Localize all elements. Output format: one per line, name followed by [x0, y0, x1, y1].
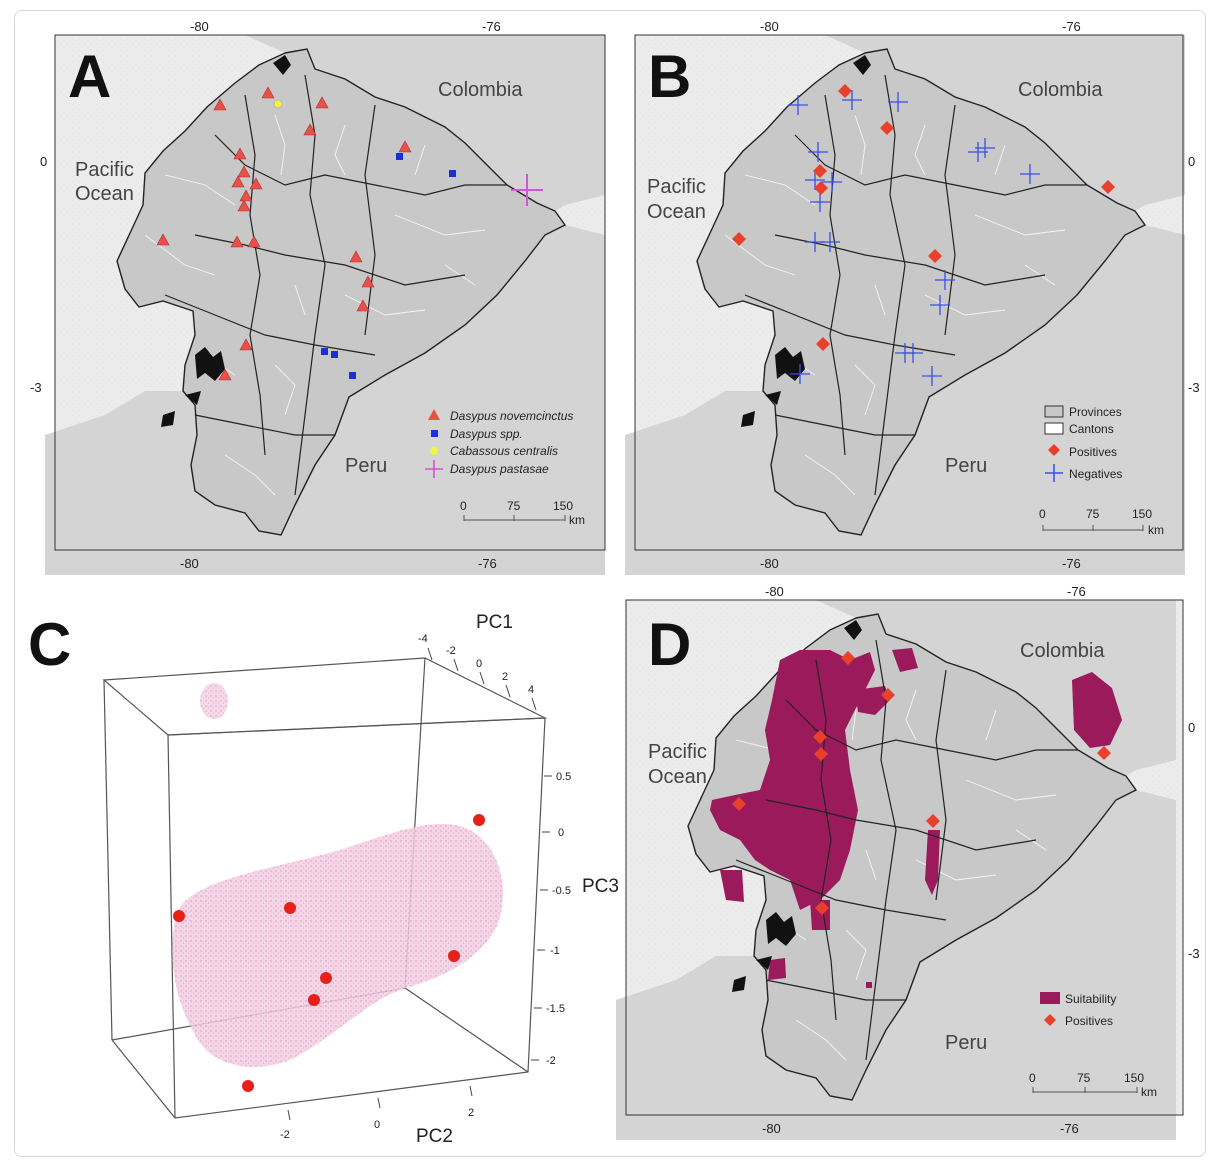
- svg-text:75: 75: [1077, 1071, 1091, 1085]
- svg-text:km: km: [1141, 1085, 1157, 1099]
- panel-c-red-points: [173, 814, 485, 1092]
- panel-a-cabassous-point: [273, 99, 283, 109]
- panel-b-legend-1: Provinces: [1069, 405, 1122, 419]
- panel-c-small-cloud: [200, 683, 228, 719]
- panel-a-peru: Peru: [345, 455, 387, 477]
- panel-a-legend: Dasypus novemcinctus Dasypus spp. Cabass…: [425, 409, 573, 478]
- panel-d-tick-right-1: 0: [1188, 720, 1195, 735]
- panel-a-legend-1: Dasypus novemcinctus: [450, 409, 573, 423]
- svg-text:2: 2: [502, 671, 508, 683]
- panel-b-pacific: Pacific: [647, 176, 706, 198]
- panel-a-tick-top-2: -76: [482, 19, 501, 34]
- svg-text:4: 4: [528, 684, 534, 696]
- svg-text:-1.5: -1.5: [546, 1003, 565, 1015]
- svg-text:0.5: 0.5: [556, 771, 571, 783]
- panel-d-legend: Suitability Positives: [1040, 992, 1116, 1028]
- panel-d-positives: [732, 651, 1111, 915]
- panel-d-pacific: Pacific: [648, 741, 707, 763]
- panel-d-colombia: Colombia: [1020, 640, 1105, 662]
- svg-text:0: 0: [1039, 507, 1046, 521]
- panel-b-peru: Peru: [945, 455, 987, 477]
- svg-text:km: km: [1148, 523, 1164, 537]
- panel-a-legend-4: Dasypus pastasae: [450, 462, 549, 476]
- panel-d-scalebar: 0 75 150 km: [1029, 1071, 1157, 1099]
- panel-a-ocean: Ocean: [75, 183, 134, 205]
- panel-a-tick-left-2: -3: [30, 380, 42, 395]
- svg-text:2: 2: [468, 1107, 474, 1119]
- panel-d-tick-right-2: -3: [1188, 946, 1200, 961]
- panel-b-tick-top-1: -80: [760, 19, 779, 34]
- panel-d-ocean: Ocean: [648, 766, 707, 788]
- panel-a-legend-2: Dasypus spp.: [450, 427, 523, 441]
- panel-b-tick-bottom-2: -76: [1062, 556, 1081, 571]
- panel-d-legend-1: Suitability: [1065, 992, 1116, 1006]
- panel-c-pc1-label: PC1: [476, 612, 513, 633]
- panel-b-tick-right-2: -3: [1188, 380, 1200, 395]
- panel-c: C PC1 -4 -2 0 2 4 PC3: [28, 611, 619, 1147]
- panel-a-dasypus-spp-points: [321, 153, 456, 379]
- panel-b-tick-bottom-1: -80: [760, 556, 779, 571]
- svg-text:-0.5: -0.5: [552, 885, 571, 897]
- svg-text:75: 75: [507, 499, 521, 513]
- panel-a-tick-top-1: -80: [190, 19, 209, 34]
- panel-b-legend: Provinces Cantons Positives Negatives: [1044, 405, 1122, 482]
- panel-d-suitability: [710, 648, 1122, 988]
- panel-d-tick-top-2: -76: [1067, 584, 1086, 599]
- panel-b-legend-2: Cantons: [1069, 422, 1114, 436]
- panel-a-colombia: Colombia: [438, 79, 523, 101]
- panel-d-legend-2: Positives: [1065, 1014, 1113, 1028]
- panel-d: D -80 -76 -80 -76 0 -3 Colombia Pacific …: [616, 584, 1200, 1140]
- panel-a-pastasae-point: [511, 174, 543, 206]
- panel-a-novemcinctus-points: [156, 86, 412, 381]
- panel-b-negatives: [788, 90, 1040, 386]
- panel-d-peru: Peru: [945, 1032, 987, 1054]
- panel-a: A -80 -76 -80 -76 0 -3 Colombia Pacific …: [30, 19, 606, 575]
- panel-b-ocean: Ocean: [647, 201, 706, 223]
- svg-text:0: 0: [476, 658, 482, 670]
- svg-text:-4: -4: [418, 633, 428, 645]
- panel-a-legend-3: Cabassous centralis: [450, 444, 558, 458]
- panel-b-positives: [732, 84, 1115, 351]
- panel-c-letter: C: [28, 611, 71, 678]
- panel-a-tick-bottom-1: -80: [180, 556, 199, 571]
- panel-d-letter: D: [648, 611, 691, 678]
- panel-d-tick-bottom-2: -76: [1060, 1121, 1079, 1136]
- svg-text:75: 75: [1086, 507, 1100, 521]
- panel-b-tick-right-1: 0: [1188, 154, 1195, 169]
- panel-b-scalebar: 0 75 150 km: [1039, 507, 1164, 537]
- panel-b-colombia: Colombia: [1018, 79, 1103, 101]
- panel-d-tick-bottom-1: -80: [762, 1121, 781, 1136]
- svg-text:-2: -2: [546, 1055, 556, 1067]
- panel-a-tick-bottom-2: -76: [478, 556, 497, 571]
- svg-text:-1: -1: [550, 945, 560, 957]
- svg-text:0: 0: [1029, 1071, 1036, 1085]
- panel-b-legend-3: Positives: [1069, 445, 1117, 459]
- svg-text:km: km: [569, 513, 585, 527]
- svg-text:150: 150: [1124, 1071, 1144, 1085]
- panel-a-tick-left-1: 0: [40, 154, 47, 169]
- panel-b-legend-4: Negatives: [1069, 467, 1122, 481]
- panel-d-tick-top-1: -80: [765, 584, 784, 599]
- panel-b-tick-top-2: -76: [1062, 19, 1081, 34]
- panel-b-letter: B: [648, 43, 691, 110]
- svg-text:-2: -2: [446, 645, 456, 657]
- svg-text:0: 0: [558, 827, 564, 839]
- svg-text:150: 150: [553, 499, 573, 513]
- panel-a-pacific: Pacific: [75, 159, 134, 181]
- panel-c-main-cloud: [172, 823, 503, 1067]
- svg-text:-2: -2: [280, 1129, 290, 1141]
- svg-text:0: 0: [374, 1119, 380, 1131]
- svg-text:0: 0: [460, 499, 467, 513]
- panel-c-pc2-label: PC2: [416, 1126, 453, 1147]
- panel-c-pc3-label: PC3: [582, 876, 619, 897]
- svg-text:150: 150: [1132, 507, 1152, 521]
- panel-b: B -80 -76 -80 -76 0 -3 Colombia Pacific …: [625, 19, 1200, 575]
- panel-a-scalebar: 0 75 150 km: [460, 499, 585, 527]
- panel-a-letter: A: [68, 43, 111, 110]
